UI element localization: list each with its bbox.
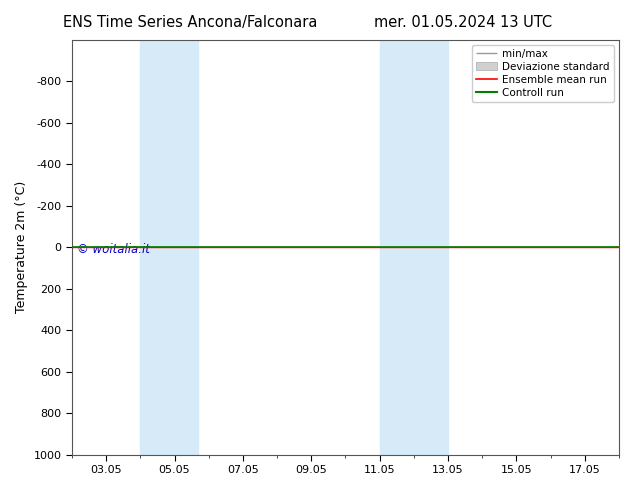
Text: © woitalia.it: © woitalia.it (77, 244, 150, 256)
Bar (380, 40, 448, 455)
Legend: min/max, Deviazione standard, Ensemble mean run, Controll run: min/max, Deviazione standard, Ensemble m… (472, 45, 614, 102)
Bar (140, 40, 198, 455)
Text: mer. 01.05.2024 13 UTC: mer. 01.05.2024 13 UTC (374, 15, 552, 30)
Y-axis label: Temperature 2m (°C): Temperature 2m (°C) (15, 181, 28, 313)
Text: ENS Time Series Ancona/Falconara: ENS Time Series Ancona/Falconara (63, 15, 318, 30)
